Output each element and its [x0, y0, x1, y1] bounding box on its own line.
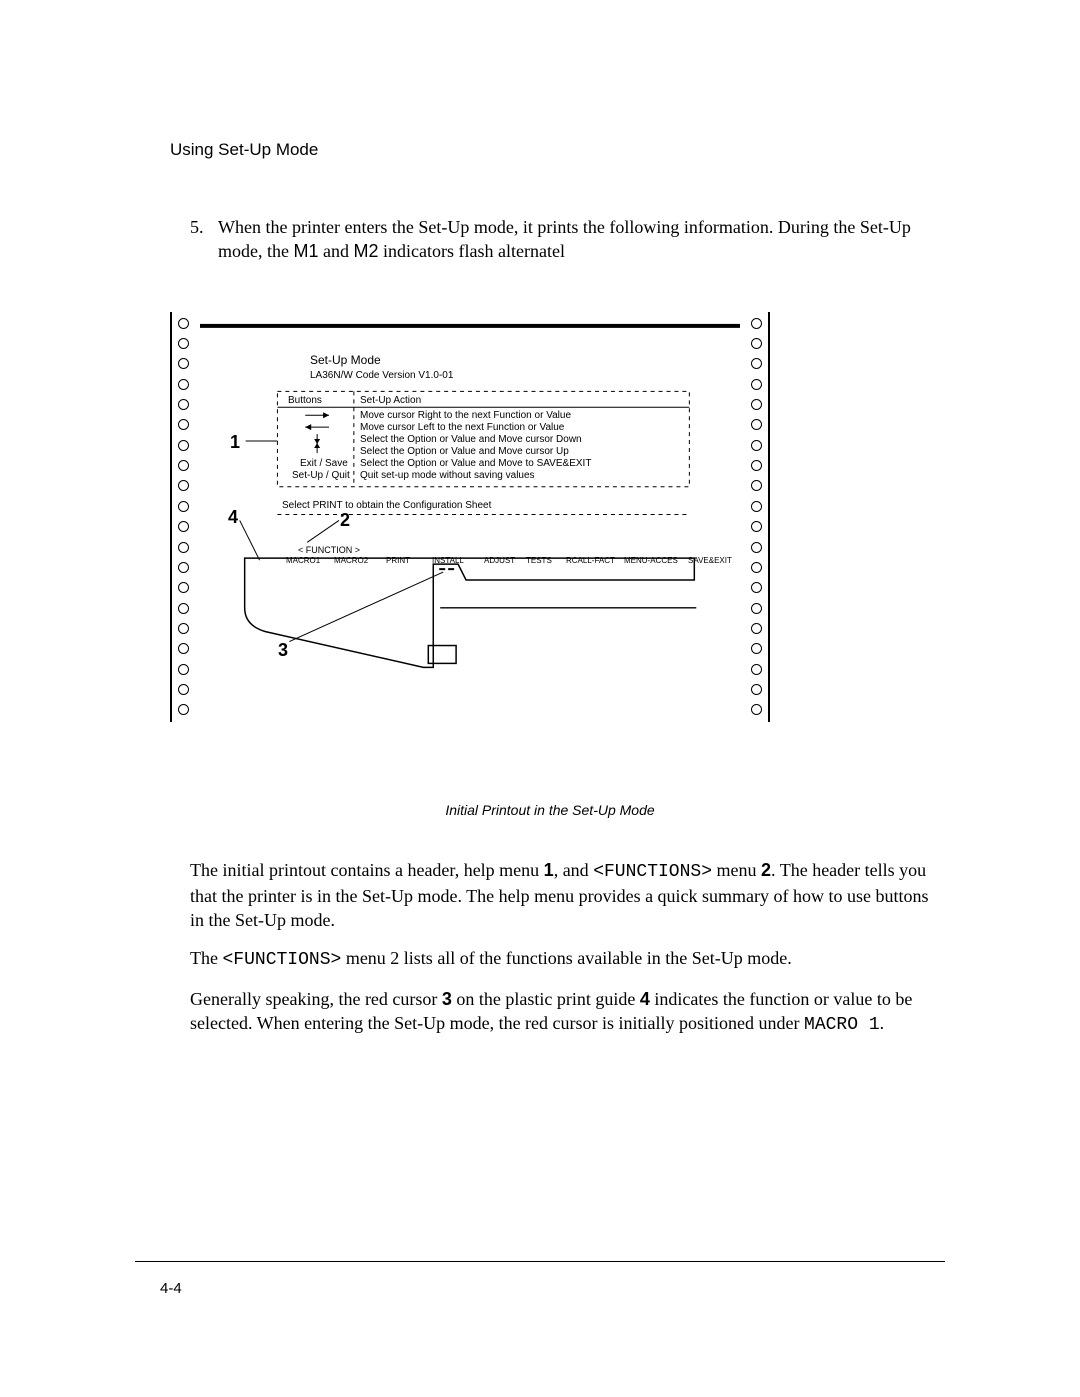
tractor-hole: [751, 480, 762, 491]
printout-title: Set-Up Mode: [310, 354, 381, 366]
tractor-hole: [751, 440, 762, 451]
func-item: PRINT: [386, 555, 410, 567]
tractor-hole: [751, 521, 762, 532]
tractor-hole: [178, 419, 189, 430]
col-header-action: Set-Up Action: [360, 395, 421, 407]
paragraph-1: The initial printout contains a header, …: [190, 858, 930, 933]
tractor-hole: [178, 399, 189, 410]
diagram-content: Set-Up Mode LA36N/W Code Version V1.0-01…: [200, 312, 740, 722]
func-item: MACRO1: [286, 555, 320, 567]
figure-caption: Initial Printout in the Set-Up Mode: [170, 802, 930, 818]
tractor-hole: [178, 440, 189, 451]
tractor-hole: [751, 664, 762, 675]
tractor-hole: [178, 542, 189, 553]
page-number: 4-4: [160, 1280, 182, 1297]
step-text: When the printer enters the Set-Up mode,…: [218, 215, 930, 264]
func-item: ADJUST: [484, 555, 515, 567]
tractor-hole: [178, 603, 189, 614]
tractor-hole: [751, 704, 762, 715]
tractor-hole: [178, 460, 189, 471]
paragraph-2: The <FUNCTIONS> menu 2 lists all of the …: [190, 946, 930, 972]
step-5: 5. When the printer enters the Set-Up mo…: [190, 215, 930, 264]
tractor-hole: [751, 358, 762, 369]
tractor-hole: [178, 338, 189, 349]
btn-setup-quit: Set-Up / Quit: [292, 470, 350, 482]
tractor-hole: [751, 582, 762, 593]
tractor-hole: [751, 623, 762, 634]
col-header-buttons: Buttons: [288, 395, 322, 407]
func-item: SAVE&EXIT: [688, 555, 732, 567]
footer-rule: [135, 1261, 945, 1262]
func-item: RCALL-FACT: [566, 555, 615, 567]
func-item: MENU-ACCES: [624, 555, 678, 567]
tractor-hole: [751, 684, 762, 695]
section-title: Using Set-Up Mode: [170, 140, 930, 160]
action-row: Quit set-up mode without saving values: [360, 470, 535, 482]
printout-version: LA36N/W Code Version V1.0-01: [310, 370, 453, 382]
action-row: Select the Option or Value and Move curs…: [360, 446, 569, 458]
tractor-hole: [751, 542, 762, 553]
tractor-hole: [751, 460, 762, 471]
callout-1: 1: [230, 432, 240, 453]
action-row: Select the Option or Value and Move to S…: [360, 458, 591, 470]
step-number: 5.: [190, 215, 218, 264]
tractor-hole: [178, 318, 189, 329]
tractor-hole: [751, 603, 762, 614]
tractor-hole: [178, 358, 189, 369]
tractor-hole: [178, 379, 189, 390]
btn-exit-save: Exit / Save: [300, 458, 348, 470]
tractor-hole: [751, 399, 762, 410]
action-row: Move cursor Left to the next Function or…: [360, 422, 564, 434]
tractor-hole: [178, 562, 189, 573]
tractor-hole: [178, 643, 189, 654]
tractor-hole: [178, 664, 189, 675]
paragraph-3: Generally speaking, the red cursor 3 on …: [190, 987, 930, 1038]
page: Using Set-Up Mode 5. When the printer en…: [0, 0, 1080, 1397]
select-print-text: Select PRINT to obtain the Configuration…: [282, 500, 491, 512]
tractor-hole: [751, 338, 762, 349]
tractor-hole: [751, 318, 762, 329]
callout-2: 2: [340, 510, 350, 531]
tractor-hole: [751, 643, 762, 654]
callout-4: 4: [228, 507, 238, 528]
callout-3: 3: [278, 640, 288, 661]
action-row: Move cursor Right to the next Function o…: [360, 410, 571, 422]
tractor-hole: [751, 562, 762, 573]
printout-diagram: Set-Up Mode LA36N/W Code Version V1.0-01…: [170, 312, 770, 722]
tractor-holes-left: [178, 318, 189, 716]
tractor-hole: [751, 379, 762, 390]
func-item: TESTS: [526, 555, 552, 567]
tractor-hole: [178, 684, 189, 695]
tractor-hole: [178, 704, 189, 715]
tractor-hole: [178, 480, 189, 491]
tractor-hole: [751, 501, 762, 512]
tractor-hole: [178, 582, 189, 593]
tractor-holes-right: [751, 318, 762, 716]
tractor-hole: [751, 419, 762, 430]
action-row: Select the Option or Value and Move curs…: [360, 434, 582, 446]
tractor-hole: [178, 623, 189, 634]
func-item: INSTALL: [432, 555, 464, 567]
tractor-hole: [178, 521, 189, 532]
func-item: MACRO2: [334, 555, 368, 567]
tractor-hole: [178, 501, 189, 512]
